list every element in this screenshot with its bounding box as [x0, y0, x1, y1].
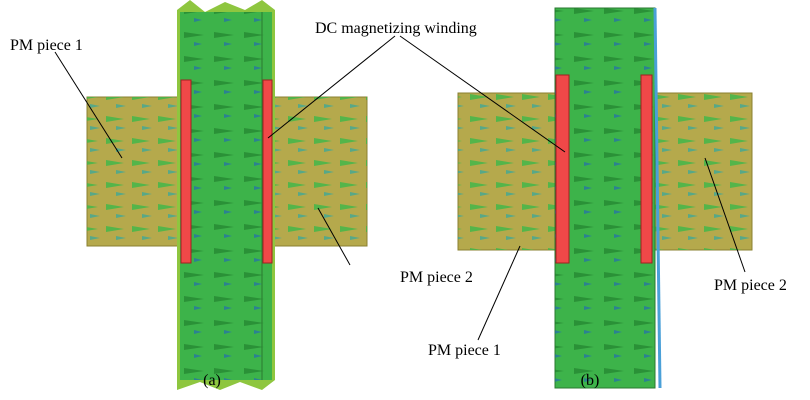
label: PM piece 2 [714, 277, 787, 294]
caption: (a) [203, 372, 221, 389]
winding [181, 80, 191, 263]
winding [556, 75, 569, 263]
label: PM piece 1 [10, 37, 83, 54]
leader-line [478, 246, 520, 340]
label: DC magnetizing winding [315, 20, 477, 37]
field-arrows [180, 12, 272, 380]
label: PM piece 2 [400, 269, 473, 286]
caption: (b) [581, 372, 600, 389]
field-arrows [555, 8, 655, 388]
winding [641, 75, 652, 263]
label: PM piece 1 [428, 342, 501, 359]
panel-b [458, 8, 752, 388]
figure: PM piece 1 DC magnetizing winding PM pie… [0, 0, 810, 400]
winding [263, 80, 272, 263]
panel-a [87, 0, 367, 390]
